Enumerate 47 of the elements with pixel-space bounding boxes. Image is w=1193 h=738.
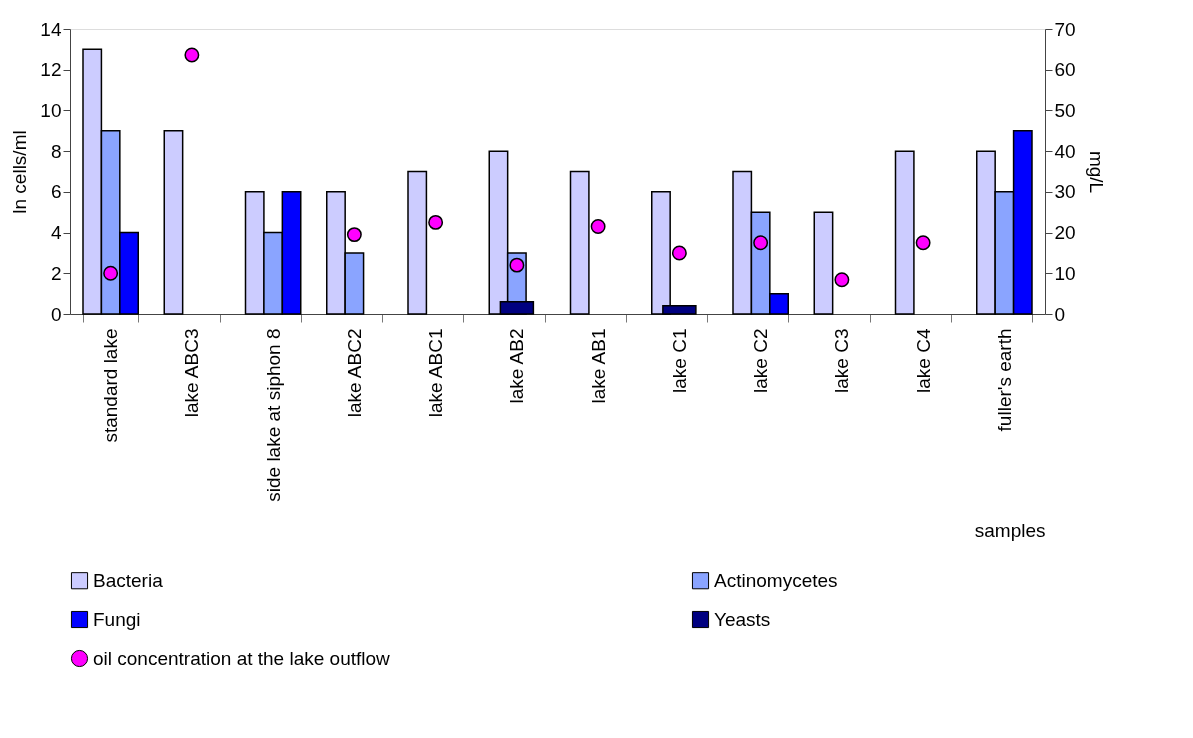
x-tick-label: standard lake <box>100 328 122 443</box>
y-tick-label: 4 <box>50 222 62 244</box>
legend-label: Yeasts <box>714 608 771 630</box>
point <box>590 219 606 234</box>
legend-label: Actinomycetes <box>714 569 838 591</box>
x-tick-label: lake C1 <box>668 328 690 393</box>
y2-tick-label: 30 <box>1054 181 1076 203</box>
bar <box>163 130 184 315</box>
y-tick-label: 0 <box>50 303 62 325</box>
x-tick-label: fuller's earth <box>993 328 1015 432</box>
x-tick-label: lake AB1 <box>587 328 609 404</box>
x-tick-label: lake C4 <box>912 328 934 393</box>
x-tick-label: side lake at siphon 8 <box>262 328 284 502</box>
legend-label: oil concentration at the lake outflow <box>93 647 391 669</box>
x-tick-label: lake ABC2 <box>343 328 365 418</box>
y2-tick-label: 20 <box>1054 222 1076 244</box>
y-tick-label: 14 <box>40 18 62 40</box>
point <box>509 257 525 273</box>
y2-tick-label: 50 <box>1054 99 1076 121</box>
point <box>346 227 362 243</box>
point <box>915 235 931 251</box>
point <box>428 214 444 230</box>
y-tick-label: 8 <box>50 140 62 162</box>
y-tick-label: 6 <box>50 181 62 203</box>
point <box>753 235 769 251</box>
point <box>103 265 119 281</box>
y2-tick-label: 0 <box>1054 303 1066 325</box>
x-tick-label: lake C2 <box>750 328 772 393</box>
y2-tick-label: 60 <box>1054 59 1076 81</box>
x-axis-title: samples <box>974 519 1046 541</box>
x-tick-label: lake C3 <box>831 328 853 393</box>
x-tick-label: lake ABC1 <box>425 328 447 418</box>
point <box>184 47 200 63</box>
y2-tick-label: 40 <box>1054 140 1076 162</box>
y2-tick-label: 10 <box>1054 262 1076 284</box>
point <box>834 272 850 288</box>
y-tick-label: 12 <box>40 59 62 81</box>
legend-label: Fungi <box>93 608 141 630</box>
x-tick-label: lake ABC3 <box>181 328 203 418</box>
point <box>671 245 687 261</box>
y-axis-title: ln cells/ml <box>9 130 31 214</box>
y-tick-label: 10 <box>40 99 62 121</box>
x-tick-label: lake AB2 <box>506 328 528 404</box>
legend-label: Bacteria <box>93 569 164 591</box>
y2-tick-label: 70 <box>1054 18 1076 40</box>
y-tick-label: 2 <box>50 262 62 284</box>
y2-axis-title: mg/L <box>1085 150 1107 194</box>
